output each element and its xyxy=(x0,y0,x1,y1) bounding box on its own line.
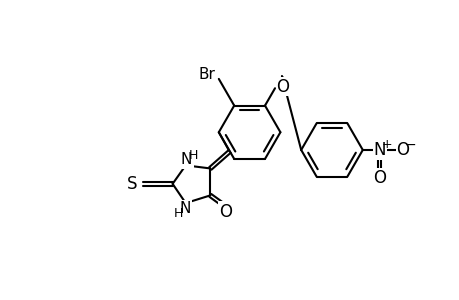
Text: O: O xyxy=(219,202,232,220)
Text: N: N xyxy=(373,141,385,159)
Text: H: H xyxy=(173,207,182,220)
Text: N: N xyxy=(180,152,192,167)
Text: −: − xyxy=(404,138,415,152)
Text: H: H xyxy=(188,149,198,162)
Text: O: O xyxy=(372,169,386,187)
Text: +: + xyxy=(381,138,391,151)
Text: O: O xyxy=(396,141,409,159)
Text: Br: Br xyxy=(198,67,215,82)
Text: N: N xyxy=(179,201,190,216)
Text: O: O xyxy=(275,78,289,96)
Text: S: S xyxy=(126,175,137,193)
